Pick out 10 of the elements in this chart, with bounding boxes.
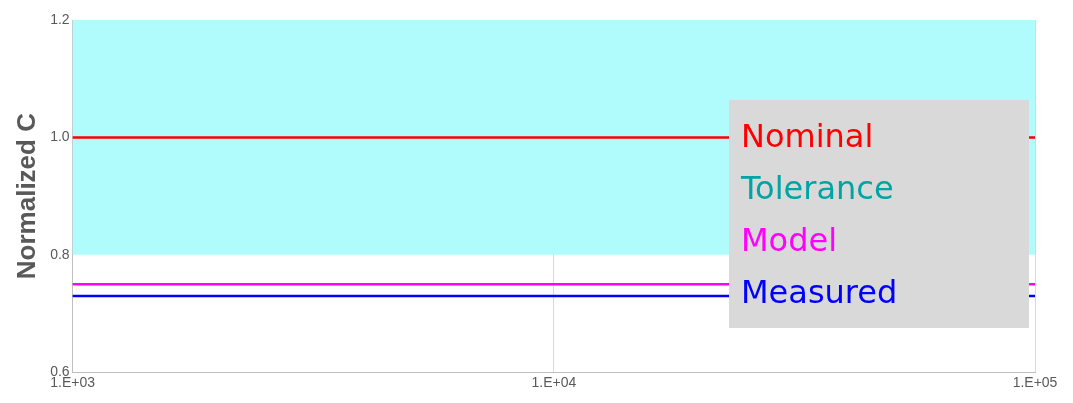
y-tick-label: 1.0: [50, 128, 70, 145]
y-tick-label: 1.2: [50, 10, 70, 27]
y-axis-title: Normalized C: [10, 112, 41, 280]
y-tick-label: 0.8: [50, 245, 70, 262]
x-tick-label: 1.E+04: [531, 374, 577, 391]
series-label: Measured: [741, 272, 899, 313]
x-tick-label: 1.E+05: [1012, 374, 1058, 391]
band-label: Tolerance: [741, 168, 895, 209]
series-label: Model: [741, 220, 839, 261]
series-label: Nominal: [741, 116, 875, 157]
